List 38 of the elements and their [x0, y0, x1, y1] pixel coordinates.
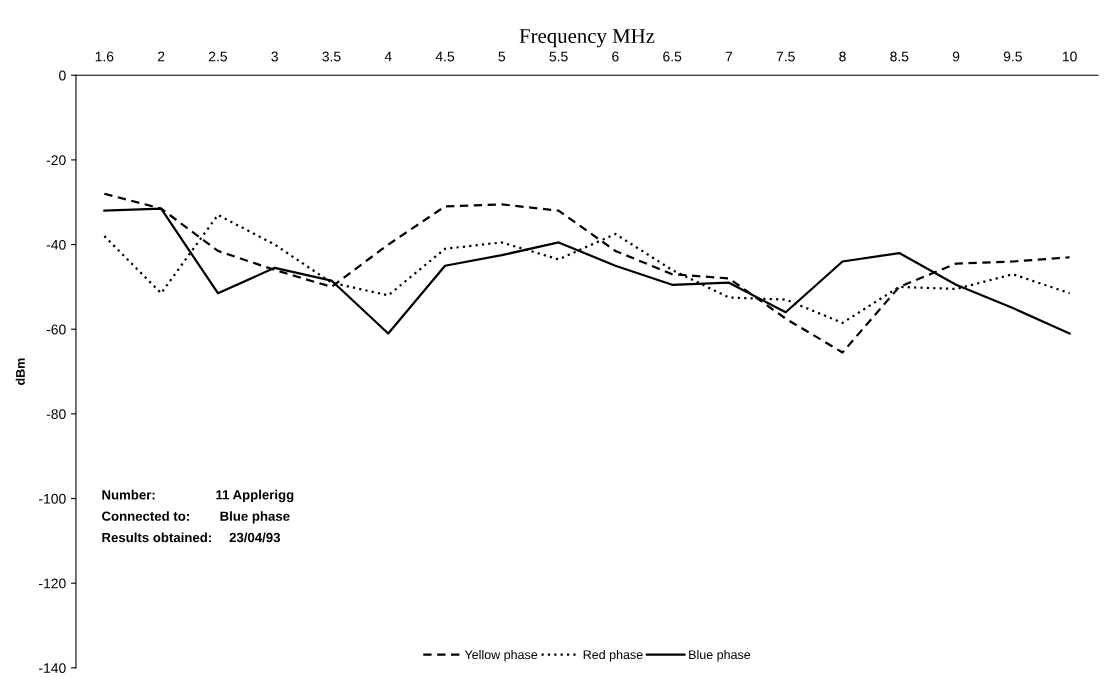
annotation: 23/04/93 [229, 532, 281, 543]
y-tick-label: -60 [46, 324, 66, 335]
legend-label: Yellow phase [464, 649, 538, 662]
annotation: 11 Applerigg [216, 489, 294, 503]
legend-label: Red phase [583, 649, 643, 662]
x-tick-label: 3.5 [322, 51, 341, 62]
x-tick-label: 7.5 [776, 51, 795, 62]
x-tick-label: 7 [725, 51, 733, 62]
y-tick-label: -120 [39, 578, 66, 589]
annotation: Blue phase [220, 511, 290, 524]
x-tick-label: 9.5 [1003, 51, 1022, 62]
x-tick-label: 6.5 [663, 51, 682, 62]
annotation: Connected to: [102, 511, 189, 521]
x-tick-label: 6 [612, 51, 619, 62]
x-tick-label: 5.5 [549, 51, 568, 62]
y-tick-label: 0 [59, 70, 66, 81]
x-tick-label: 4 [384, 51, 392, 62]
y-tick-label: -140 [39, 663, 66, 673]
y-tick-label: -40 [46, 239, 66, 250]
y-axis-title: dBm [15, 358, 25, 385]
x-tick-label: 8 [839, 51, 846, 62]
line-series [103, 192, 1071, 354]
y-tick-label: -100 [39, 493, 66, 504]
y-tick-label: -20 [46, 155, 66, 166]
x-tick-label: 10 [1062, 51, 1077, 62]
x-tick-label: 3 [271, 51, 278, 62]
x-axis-title: Frequency MHz [519, 29, 655, 48]
x-tick-label: 2.5 [208, 51, 227, 62]
x-tick-label: 2 [157, 51, 165, 62]
y-tick-label: -80 [46, 409, 66, 420]
x-tick-label: 9 [952, 51, 960, 62]
annotation: Results obtained: [102, 532, 211, 543]
x-tick-label: 4.5 [435, 51, 455, 62]
annotation: Number: [102, 489, 155, 500]
x-tick-label: 8.5 [890, 51, 909, 62]
legend-label: Blue phase [689, 649, 751, 662]
x-tick-label: 1.6 [95, 51, 114, 62]
x-tick-label: 5 [498, 51, 506, 62]
